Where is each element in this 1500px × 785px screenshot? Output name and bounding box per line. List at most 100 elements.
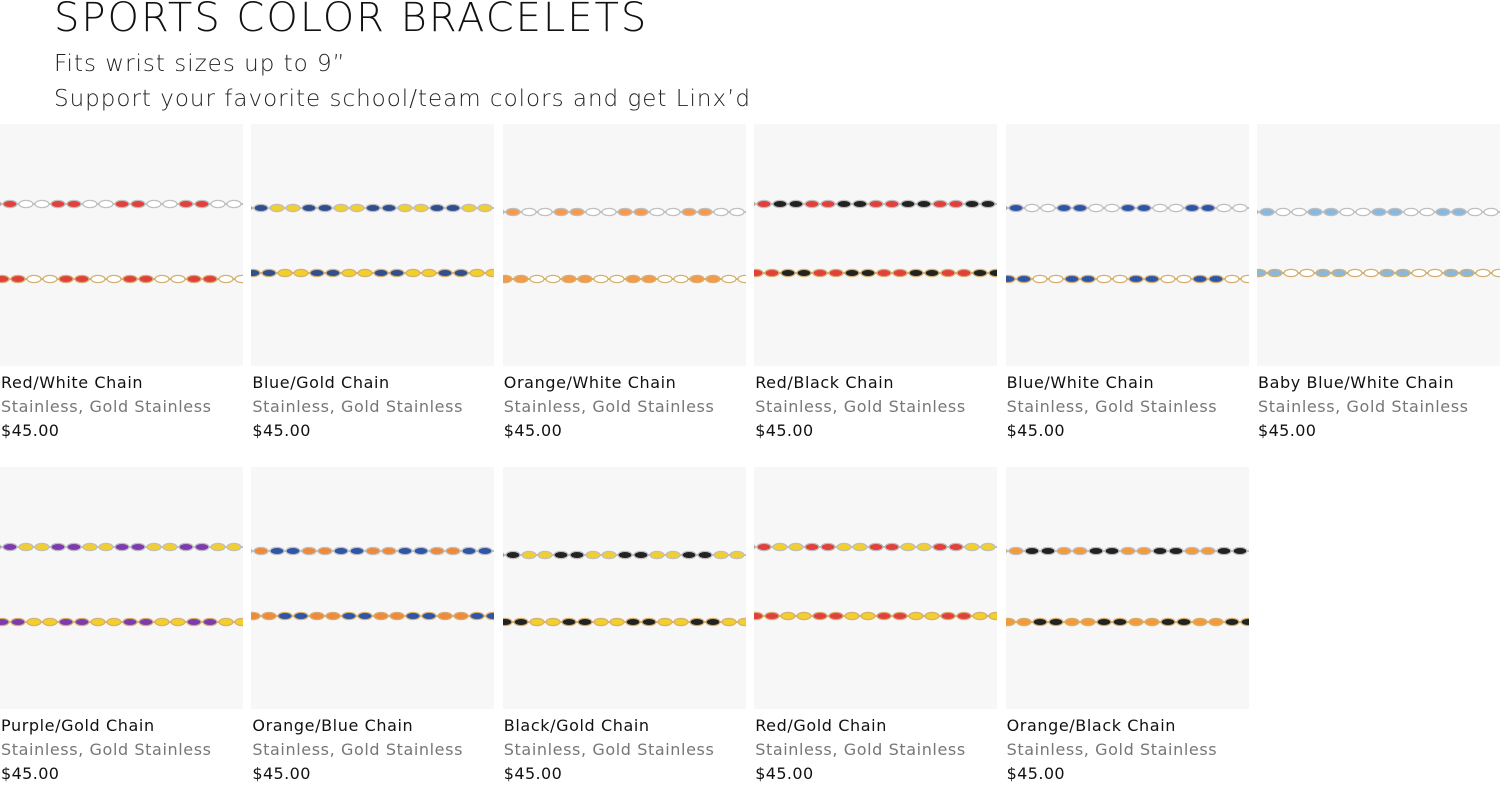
chain-link: [309, 611, 325, 621]
chain-link: [445, 546, 461, 556]
chain-link: [333, 203, 349, 213]
product-price: $45.00: [755, 421, 814, 440]
product-card[interactable]: Black/Gold Chain Stainless, Gold Stainles…: [502, 467, 746, 785]
product-name[interactable]: Blue/Gold Chain: [252, 373, 390, 392]
chain-link: [170, 617, 186, 627]
product-card[interactable]: Baby Blue/White Chain Stainless, Gold Sta…: [1257, 124, 1500, 442]
product-card[interactable]: Blue/White Chain Stainless, Gold Stainles…: [1005, 124, 1249, 442]
chain-link: [26, 274, 42, 284]
product-price: $45.00: [1, 764, 60, 783]
chain-link: [325, 268, 341, 278]
product-image[interactable]: [502, 467, 746, 709]
product-image[interactable]: [754, 467, 998, 709]
product-card[interactable]: Red/Black Chain Stainless, Gold Stainless…: [754, 124, 998, 442]
chain-link: [349, 546, 365, 556]
chain-link: [1207, 617, 1224, 627]
chain-link: [521, 207, 537, 217]
product-name[interactable]: Red/Black Chain: [755, 373, 895, 392]
chain: [0, 542, 243, 552]
product-card[interactable]: Orange/Black Chain Stainless, Gold Stainl…: [1005, 467, 1249, 785]
chain-link: [82, 199, 98, 209]
chain-link: [98, 542, 114, 552]
chain-link: [1483, 207, 1499, 217]
product-image[interactable]: [0, 467, 243, 709]
chain-link: [545, 274, 561, 284]
chain-link: [1127, 274, 1144, 284]
chain-link: [178, 542, 194, 552]
product-variants: Stainless, Gold Stainless: [755, 397, 966, 416]
chain-link: [754, 611, 764, 621]
product-image[interactable]: [754, 124, 998, 366]
chain-link: [1191, 274, 1208, 284]
chain-link: [505, 550, 521, 560]
chain-link: [42, 274, 58, 284]
chain-link: [130, 542, 146, 552]
product-image[interactable]: [251, 467, 495, 709]
chain-link: [1339, 207, 1355, 217]
chain-link: [772, 542, 788, 552]
product-image[interactable]: [1005, 467, 1249, 709]
product-name[interactable]: Orange/Blue Chain: [252, 716, 414, 735]
chain-link: [1063, 617, 1080, 627]
chain-link: [1355, 207, 1371, 217]
chain-link: [577, 274, 593, 284]
product-card[interactable]: Orange/Blue Chain Stainless, Gold Stainle…: [251, 467, 495, 785]
product-image[interactable]: [1005, 124, 1249, 366]
chain-link: [537, 207, 553, 217]
product-name[interactable]: Blue/White Chain: [1006, 373, 1155, 392]
product-variants: Stainless, Gold Stainless: [252, 397, 463, 416]
chain-link: [796, 268, 812, 278]
chain-link: [18, 542, 34, 552]
chain-link: [1491, 268, 1500, 278]
chain-link: [186, 274, 202, 284]
chain-link: [1199, 203, 1216, 213]
chain-link: [381, 203, 397, 213]
chain-link: [309, 268, 325, 278]
product-image[interactable]: [251, 124, 495, 366]
chain-link: [908, 268, 924, 278]
product-image[interactable]: [1257, 124, 1500, 366]
chain-link: [916, 542, 932, 552]
chain-link: [1257, 268, 1267, 278]
chain-link: [251, 268, 261, 278]
chain-link: [1323, 207, 1339, 217]
chain-link: [502, 617, 513, 627]
product-name[interactable]: Baby Blue/White Chain: [1258, 373, 1455, 392]
product-card[interactable]: Red/White Chain Stainless, Gold Stainless…: [0, 124, 243, 442]
chain-link: [1111, 274, 1128, 284]
product-image[interactable]: [0, 124, 243, 366]
chain-link: [625, 274, 641, 284]
chain-link: [1151, 546, 1168, 556]
chain-link: [1183, 546, 1200, 556]
chain-link: [0, 274, 10, 284]
product-card[interactable]: Blue/Gold Chain Stainless, Gold Stainless…: [251, 124, 495, 442]
chain-link: [114, 199, 130, 209]
chain-link: [673, 617, 689, 627]
product-card[interactable]: Purple/Gold Chain Stainless, Gold Stainle…: [0, 467, 243, 785]
chain-link: [932, 542, 948, 552]
chain: [754, 199, 998, 209]
chain-link: [194, 542, 210, 552]
product-name[interactable]: Red/White Chain: [1, 373, 144, 392]
product-name[interactable]: Orange/White Chain: [503, 373, 677, 392]
product-card[interactable]: Orange/White Chain Stainless, Gold Stainl…: [502, 124, 746, 442]
chain-link: [796, 611, 812, 621]
product-image[interactable]: [502, 124, 746, 366]
chain-link: [754, 201, 756, 207]
chain-link: [729, 207, 745, 217]
chain-link: [373, 268, 389, 278]
product-name[interactable]: Orange/Black Chain: [1006, 716, 1176, 735]
chain-link: [146, 542, 162, 552]
product-name[interactable]: Black/Gold Chain: [503, 716, 650, 735]
chain-link: [277, 268, 293, 278]
chain-link: [964, 199, 980, 209]
chain-link: [74, 274, 90, 284]
product-name[interactable]: Purple/Gold Chain: [1, 716, 155, 735]
chain-link: [697, 207, 713, 217]
chain-link: [154, 274, 170, 284]
product-variants: Stainless, Gold Stainless: [1, 397, 212, 416]
product-name[interactable]: Red/Gold Chain: [755, 716, 887, 735]
product-card[interactable]: Red/Gold Chain Stainless, Gold Stainless $…: [754, 467, 998, 785]
chain-link: [226, 542, 242, 552]
